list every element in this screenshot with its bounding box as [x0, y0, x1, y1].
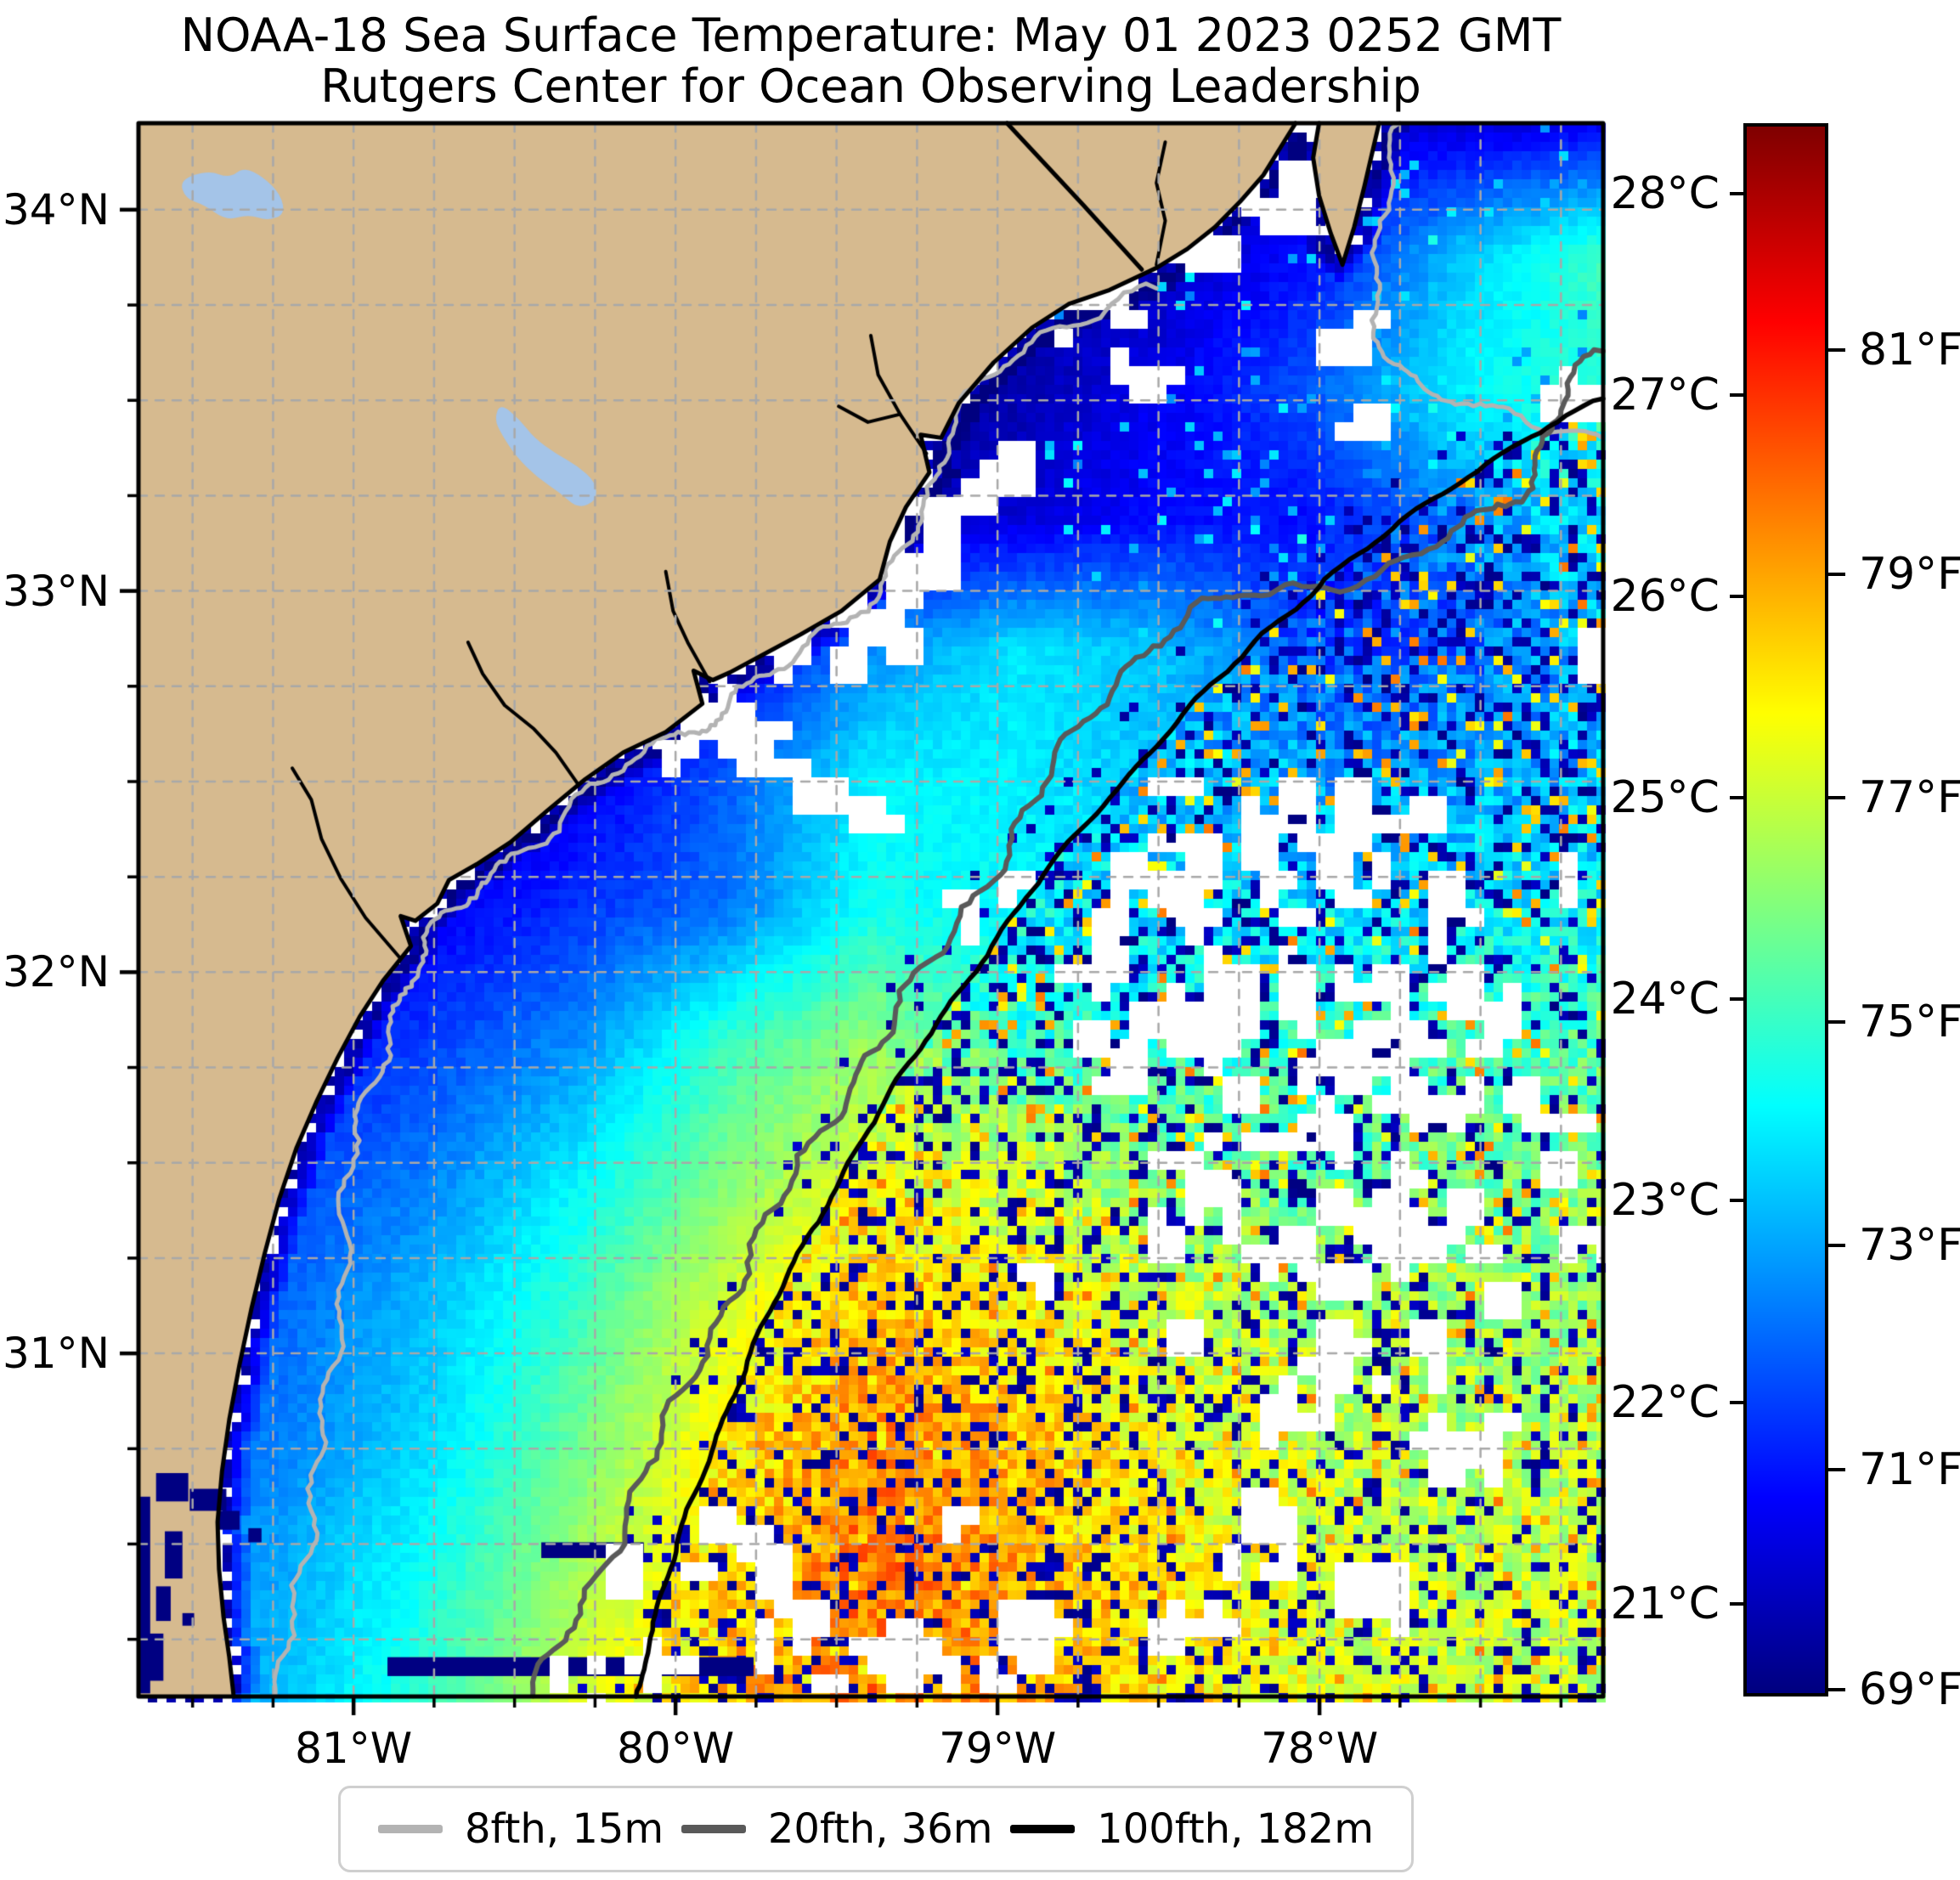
colorbar-label-fahrenheit: 69°F: [1859, 1664, 1960, 1715]
legend-item: 20fth, 36m: [681, 1805, 993, 1853]
plot-title-line2: Rutgers Center for Ocean Observing Leade…: [320, 59, 1421, 113]
depth-contour-legend: 8fth, 15m 20fth, 36m 100fth, 182m: [338, 1786, 1414, 1872]
colorbar-tick-celsius: [1730, 192, 1747, 196]
legend-label: 20fth, 36m: [767, 1805, 993, 1853]
colorbar-label-celsius: 27°C: [1610, 370, 1720, 421]
y-tick-label: 34°N: [2, 184, 110, 234]
colorbar-label-celsius: 23°C: [1610, 1175, 1720, 1227]
colorbar-tick-celsius: [1730, 796, 1747, 800]
colorbar-label-celsius: 25°C: [1610, 772, 1720, 824]
colorbar-tick-fahrenheit: [1828, 1688, 1845, 1691]
colorbar-label-celsius: 22°C: [1610, 1376, 1720, 1428]
legend-line-swatch: [681, 1825, 746, 1833]
colorbar-tick-fahrenheit: [1828, 1244, 1845, 1248]
legend-label: 100fth, 182m: [1097, 1805, 1374, 1853]
sst-map-canvas: [113, 120, 1629, 1730]
colorbar-tick-fahrenheit: [1828, 796, 1845, 800]
legend-item: 8fth, 15m: [378, 1805, 664, 1853]
colorbar-tick-celsius: [1730, 1601, 1747, 1606]
colorbar-label-celsius: 21°C: [1610, 1578, 1720, 1629]
colorbar-label-celsius: 26°C: [1610, 571, 1720, 623]
legend-line-swatch: [378, 1825, 443, 1833]
colorbar-label-fahrenheit: 81°F: [1859, 325, 1960, 376]
x-tick-label: 80°W: [617, 1724, 735, 1773]
colorbar-label-celsius: 24°C: [1610, 974, 1720, 1025]
colorbar-tick-celsius: [1730, 997, 1747, 1002]
plot-title-line1: NOAA-18 Sea Surface Temperature: May 01 …: [180, 8, 1562, 62]
legend-item: 100fth, 182m: [1010, 1805, 1374, 1853]
y-tick-label: 32°N: [2, 947, 110, 997]
colorbar-label-fahrenheit: 71°F: [1859, 1443, 1960, 1495]
colorbar-label-fahrenheit: 73°F: [1859, 1220, 1960, 1272]
colorbar-label-celsius: 28°C: [1610, 168, 1720, 220]
colorbar-label-fahrenheit: 77°F: [1859, 772, 1960, 824]
colorbar-tick-celsius: [1730, 1400, 1747, 1404]
legend-line-swatch: [1010, 1825, 1076, 1833]
temperature-colorbar: 28°C 27°C 26°C 25°C 24°C 23°C 22°C 21°C 81°F 79°F…: [1611, 123, 1960, 1715]
y-tick-label: 31°N: [2, 1329, 110, 1379]
colorbar-tick-celsius: [1730, 595, 1747, 599]
y-tick-label: 33°N: [2, 566, 110, 616]
colorbar-tick-celsius: [1730, 393, 1747, 398]
colorbar-tick-fahrenheit: [1828, 348, 1845, 353]
legend-label: 8fth, 15m: [465, 1805, 664, 1853]
colorbar-tick-fahrenheit: [1828, 1019, 1845, 1024]
colorbar-label-fahrenheit: 75°F: [1859, 996, 1960, 1047]
x-tick-label: 78°W: [1261, 1724, 1379, 1773]
x-tick-label: 81°W: [295, 1724, 413, 1773]
colorbar-label-fahrenheit: 79°F: [1859, 548, 1960, 600]
colorbar-tick-celsius: [1730, 1199, 1747, 1203]
colorbar-tick-fahrenheit: [1828, 572, 1845, 576]
x-tick-label: 79°W: [939, 1724, 1057, 1773]
colorbar-tick-fahrenheit: [1828, 1467, 1845, 1471]
